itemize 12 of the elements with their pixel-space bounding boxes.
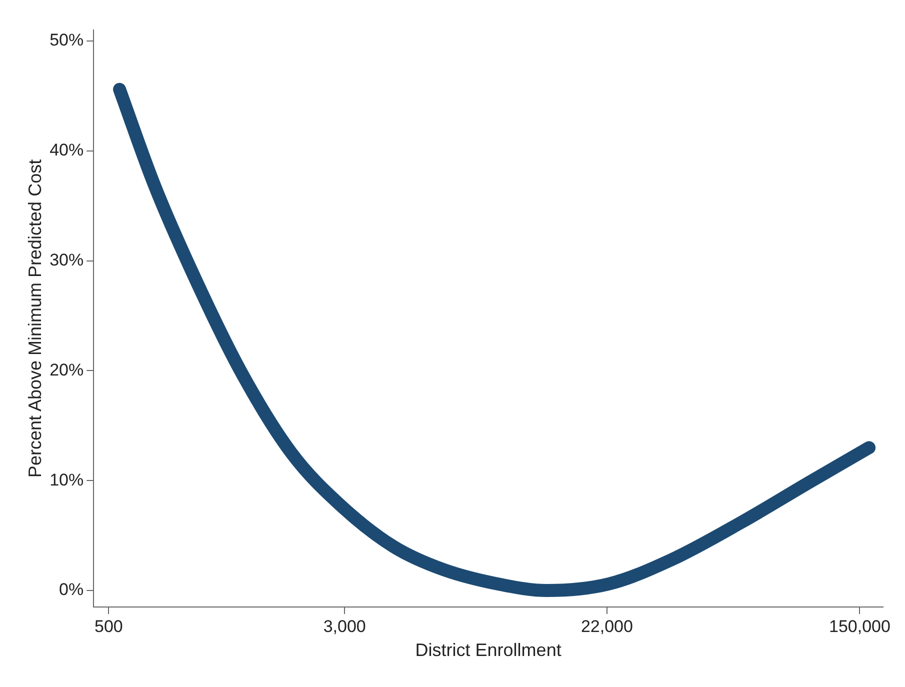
y-tick-label: 50% bbox=[50, 30, 84, 50]
y-axis-title: Percent Above Minimum Predicted Cost bbox=[24, 159, 45, 478]
x-tick-label: 3,000 bbox=[323, 616, 366, 636]
x-tick-label: 150,000 bbox=[829, 616, 890, 636]
y-tick-label: 30% bbox=[50, 250, 84, 270]
x-tick-label: 22,000 bbox=[580, 616, 633, 636]
y-tick-label: 10% bbox=[50, 470, 84, 490]
x-axis-title: District Enrollment bbox=[415, 640, 562, 660]
y-tick-label: 0% bbox=[59, 580, 84, 600]
y-tick-label: 20% bbox=[50, 360, 84, 380]
y-tick-label: 40% bbox=[50, 140, 84, 160]
x-tick-label: 500 bbox=[94, 616, 123, 636]
